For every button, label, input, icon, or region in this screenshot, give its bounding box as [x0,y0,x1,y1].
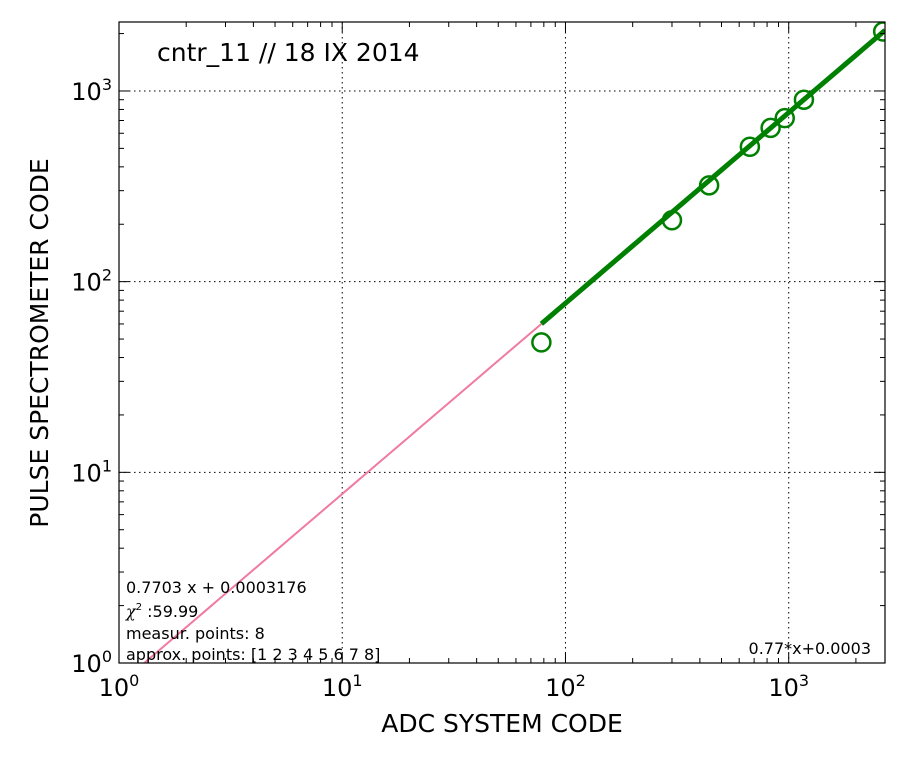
extrapolation-line [142,323,543,663]
y-tick-base: 10 [71,78,102,106]
axes-frame [118,21,886,664]
x-tick-exponent: 1 [352,671,362,690]
x-tick-label: 102 [545,671,586,702]
x-axis-title: ADC SYSTEM CODE [381,709,623,738]
x-tick-exponent: 2 [576,671,586,690]
x-tick-base: 10 [545,674,576,702]
y-tick-label: 102 [71,266,112,297]
data-point [793,89,815,110]
data-point [698,175,720,196]
y-tick-exponent: 2 [102,266,112,285]
x-tick-base: 10 [322,674,353,702]
y-tick-exponent: 0 [102,647,112,666]
data-points [531,22,885,353]
x-tick-label: 101 [322,671,363,702]
chi2-label: χ2 :59.99 [125,602,198,621]
chi2-superscript: 2 [136,602,142,613]
x-tick-label: 100 [99,671,140,702]
axis-ticks [118,22,885,664]
x-tick-base: 10 [768,674,799,702]
y-axis-title: PULSE SPECTROMETER CODE [25,158,54,527]
y-tick-exponent: 3 [102,75,112,94]
y-tick-base: 10 [71,650,102,678]
y-tick-base: 10 [71,459,102,487]
y-tick-label: 101 [71,456,112,487]
x-tick-exponent: 0 [129,671,139,690]
chi2-symbol: χ [125,602,137,621]
x-tick-exponent: 3 [799,671,809,690]
data-point [739,136,761,157]
y-tick-exponent: 1 [102,456,112,475]
data-point [760,117,781,139]
chi2-value: :59.99 [142,602,198,621]
data-point [531,332,552,353]
x-tick-base: 10 [99,674,130,702]
measured-points-label: measur. points: 8 [126,624,265,643]
fit-equation-label: 0.7703 x + 0.0003176 [126,578,307,597]
y-tick-base: 10 [71,269,102,297]
data-point [774,107,795,129]
y-tick-label: 100 [71,647,112,678]
data-point [661,209,683,231]
legend-formula-label: 0.77*x+0.0003 [749,639,871,658]
chart-title: cntr_11 // 18 IX 2014 [157,38,420,67]
approx-points-label: approx. points: [1 2 3 4 5 6 7 8] [126,645,380,664]
x-tick-label: 103 [768,671,809,702]
grid-lines [119,22,885,663]
y-tick-label: 103 [71,75,112,106]
